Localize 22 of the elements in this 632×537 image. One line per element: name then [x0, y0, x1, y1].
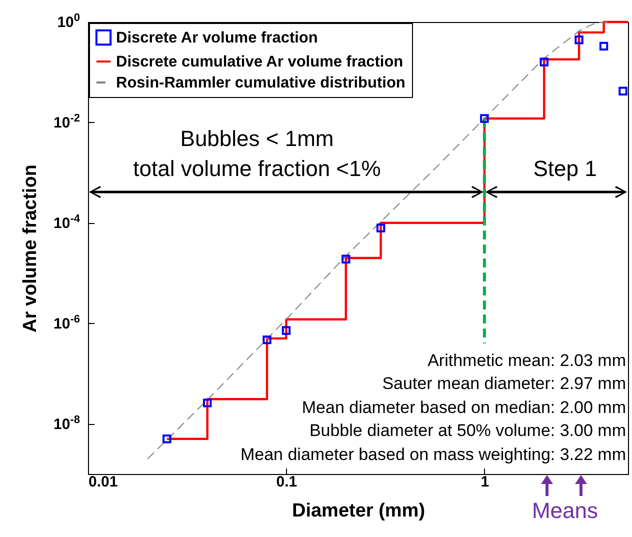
legend-label: Discrete Ar volume fraction: [116, 30, 318, 46]
legend-label: Rosin-Rammler cumulative distribution: [116, 74, 406, 92]
annotation: Mean diameter based on mass weighting: 3.22 mm: [240, 445, 626, 464]
annotation: Bubble diameter at 50% volume: 3.00 mm: [309, 421, 626, 440]
y-tick-label: 10$^{-2}$: [54, 112, 80, 132]
x-tick-label: 0.01: [88, 474, 118, 490]
y-tick-label: 10$^{-4}$: [54, 212, 81, 232]
annotation: Step 1: [533, 156, 597, 181]
annotation: Sauter mean diameter: 2.97 mm: [382, 374, 626, 393]
y-tick-label: 10$^{-8}$: [54, 414, 80, 433]
x-tick-label: 1: [480, 474, 490, 490]
y-axis-title: Ar volume fraction: [20, 164, 41, 332]
y-tick-label: 10$^{0}$: [57, 12, 80, 31]
text: Means: [532, 498, 598, 523]
legend-label: Discrete cumulative Ar volume fraction: [116, 54, 404, 70]
x-tick-label: 0.1: [276, 474, 298, 490]
annotation: total volume fraction <1%: [133, 156, 381, 181]
y-tick-label: 10$^{-6}$: [54, 313, 80, 332]
annotation: Bubbles < 1mm: [180, 126, 334, 151]
annotation: Mean diameter based on median: 2.00 mm: [302, 398, 626, 417]
annotation: Arithmetic mean: 2.03 mm: [428, 351, 626, 370]
x-axis-title: Diameter (mm): [292, 500, 426, 522]
